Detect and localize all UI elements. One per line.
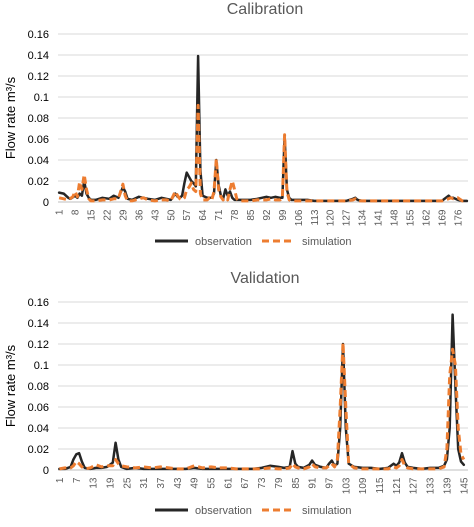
x-tick-label: 134 [358,209,369,226]
x-tick-label: 67 [240,477,251,489]
y-tick-label: 0.06 [28,402,49,414]
x-tick-label: 49 [190,477,201,489]
y-tick-label: 0.16 [28,297,49,309]
legend-label-observation: observation [195,236,252,248]
x-tick-label: 1 [55,477,66,483]
y-tick-label: 0.1 [34,92,49,104]
x-tick-label: 79 [274,477,285,489]
x-tick-label: 120 [326,209,337,226]
x-tick-label: 8 [71,209,82,215]
x-tick-label: 43 [173,477,184,489]
x-tick-label: 25 [122,477,133,489]
x-tick-label: 1 [55,209,66,215]
y-tick-label: 0.04 [28,423,49,435]
series-line-observation [57,54,469,203]
x-tick-label: 127 [409,477,420,494]
legend-label-observation: observation [195,505,252,517]
y-tick-label: 0.14 [28,318,49,330]
x-tick-label: 133 [426,477,437,494]
x-tick-label: 176 [453,209,464,226]
x-tick-label: 91 [308,477,319,489]
y-tick-label: 0 [43,197,49,209]
series-line-observation [58,313,466,471]
x-tick-label: 73 [257,477,268,489]
y-axis-label: Flow rate m³/s [3,76,18,159]
x-tick-label: 85 [291,477,302,489]
x-tick-label: 7 [72,477,83,483]
y-tick-label: 0.02 [28,444,49,456]
legend: observation simulation [155,236,352,248]
series-line-simulation [58,103,467,203]
x-tick-label: 19 [105,477,116,489]
y-tick-label: 0.06 [28,134,49,146]
y-tick-label: 0.14 [28,50,49,62]
x-tick-label: 29 [118,209,129,221]
x-tick-label: 139 [442,477,453,494]
x-tick-label: 121 [392,477,403,494]
x-tick-label: 50 [166,209,177,221]
x-tick-label: 22 [102,209,113,221]
x-tick-label: 13 [89,477,100,489]
x-tick-label: 36 [134,209,145,221]
x-tick-label: 64 [198,209,209,221]
x-tick-label: 71 [214,209,225,221]
x-tick-label: 145 [459,477,470,494]
x-tick-label: 148 [389,209,400,226]
x-tick-label: 113 [310,209,321,225]
x-tick-label: 31 [139,477,150,489]
x-tick-label: 115 [375,477,386,493]
x-tick-label: 155 [405,209,416,226]
x-tick-label: 61 [223,477,234,489]
series-line-simulation [59,341,466,471]
x-tick-label: 106 [294,209,305,226]
x-tick-label: 169 [437,209,448,226]
x-tick-label: 127 [342,209,353,226]
x-tick-label: 43 [150,209,161,221]
legend: observation simulation [155,505,352,517]
x-tick-label: 141 [374,209,385,226]
x-tick-label: 57 [182,209,193,221]
x-tick-label: 78 [230,209,241,221]
y-tick-label: 0.1 [34,360,49,372]
legend-label-simulation: simulation [302,236,352,248]
y-tick-label: 0 [43,465,49,477]
y-tick-label: 0.12 [28,71,49,83]
x-tick-label: 99 [278,209,289,221]
legend-label-simulation: simulation [302,505,352,517]
y-tick-label: 0.12 [28,339,49,351]
x-tick-label: 55 [207,477,218,489]
y-tick-label: 0.08 [28,113,49,125]
x-tick-label: 109 [358,477,369,494]
x-tick-label: 92 [262,209,273,221]
x-tick-label: 37 [156,477,167,489]
y-tick-label: 0.16 [28,29,49,41]
y-tick-label: 0.02 [28,176,49,188]
validation-chart: Validation Flow rate m³/s 0 0.02 0.04 0.06 0… [3,270,470,517]
x-tick-label: 103 [341,477,352,494]
y-tick-label: 0.08 [28,381,49,393]
x-tick-label: 85 [246,209,257,221]
chart-title: Validation [230,270,299,287]
calibration-chart: Calibration Flow rate m³/s 0 0.02 0.04 0.06… [3,1,469,248]
x-tick-label: 162 [421,209,432,226]
y-axis-label: Flow rate m³/s [3,344,18,427]
x-tick-label: 97 [324,477,335,489]
chart-title: Calibration [227,1,303,18]
x-tick-label: 15 [87,209,98,221]
y-tick-label: 0.04 [28,155,49,167]
